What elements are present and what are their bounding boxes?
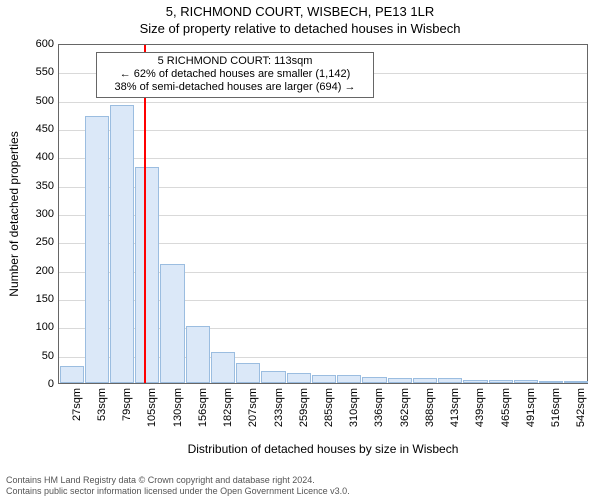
x-tick-label: 542sqm — [575, 388, 587, 427]
footer-line-2: Contains public sector information licen… — [6, 486, 350, 496]
histogram-bar — [110, 105, 134, 383]
histogram-bar — [413, 378, 437, 383]
x-tick-label: 79sqm — [121, 388, 133, 421]
x-tick-label: 491sqm — [525, 388, 537, 427]
histogram-bar — [312, 375, 336, 384]
y-axis-label: Number of detached properties — [7, 131, 21, 296]
gridline — [59, 130, 587, 131]
x-tick-label: 207sqm — [247, 388, 259, 427]
page-title-2: Size of property relative to detached ho… — [0, 21, 600, 37]
x-tick-label: 156sqm — [197, 388, 209, 427]
histogram-bar — [186, 326, 210, 383]
y-tick-label: 50 — [0, 350, 54, 362]
histogram-bar — [85, 116, 109, 383]
y-tick-label: 500 — [0, 95, 54, 107]
x-tick-label: 130sqm — [172, 388, 184, 427]
histogram-bar — [388, 378, 412, 383]
annotation-line-2: ← 62% of detached houses are smaller (1,… — [101, 68, 369, 81]
x-tick-label: 362sqm — [399, 388, 411, 427]
x-tick-label: 105sqm — [146, 388, 158, 427]
histogram-bar — [514, 380, 538, 383]
annotation-line-1: 5 RICHMOND COURT: 113sqm — [101, 55, 369, 68]
x-tick-label: 413sqm — [449, 388, 461, 427]
x-tick-label: 310sqm — [348, 388, 360, 427]
y-tick-label: 100 — [0, 321, 54, 333]
histogram-bar — [362, 377, 386, 383]
histogram-bar — [564, 381, 588, 383]
x-tick-label: 27sqm — [71, 388, 83, 421]
x-tick-label: 388sqm — [424, 388, 436, 427]
x-axis-label: Distribution of detached houses by size … — [58, 442, 588, 456]
x-tick-label: 285sqm — [323, 388, 335, 427]
histogram-bar — [438, 378, 462, 383]
histogram-bar — [160, 264, 184, 383]
histogram-bar — [135, 167, 159, 383]
y-tick-label: 0 — [0, 378, 54, 390]
histogram-bar — [463, 380, 487, 383]
y-tick-label: 600 — [0, 38, 54, 50]
histogram-bar — [539, 381, 563, 383]
histogram-bar — [261, 371, 285, 383]
histogram-bar — [236, 363, 260, 383]
x-tick-label: 53sqm — [96, 388, 108, 421]
footer-attribution: Contains HM Land Registry data © Crown c… — [6, 475, 350, 496]
x-tick-label: 439sqm — [474, 388, 486, 427]
x-tick-label: 336sqm — [373, 388, 385, 427]
histogram-bar — [60, 366, 84, 383]
histogram-bar — [287, 373, 311, 383]
gridline — [59, 158, 587, 159]
page-title-1: 5, RICHMOND COURT, WISBECH, PE13 1LR — [0, 4, 600, 20]
x-tick-label: 233sqm — [273, 388, 285, 427]
histogram-bar — [489, 380, 513, 383]
annotation-line-3: 38% of semi-detached houses are larger (… — [101, 81, 369, 94]
histogram-bar — [211, 352, 235, 383]
annotation-box: 5 RICHMOND COURT: 113sqm← 62% of detache… — [96, 52, 374, 98]
x-tick-label: 259sqm — [298, 388, 310, 427]
gridline — [59, 102, 587, 103]
x-tick-label: 182sqm — [222, 388, 234, 427]
y-tick-label: 550 — [0, 66, 54, 78]
footer-line-1: Contains HM Land Registry data © Crown c… — [6, 475, 350, 485]
x-tick-label: 465sqm — [500, 388, 512, 427]
histogram-bar — [337, 375, 361, 383]
x-tick-label: 516sqm — [550, 388, 562, 427]
